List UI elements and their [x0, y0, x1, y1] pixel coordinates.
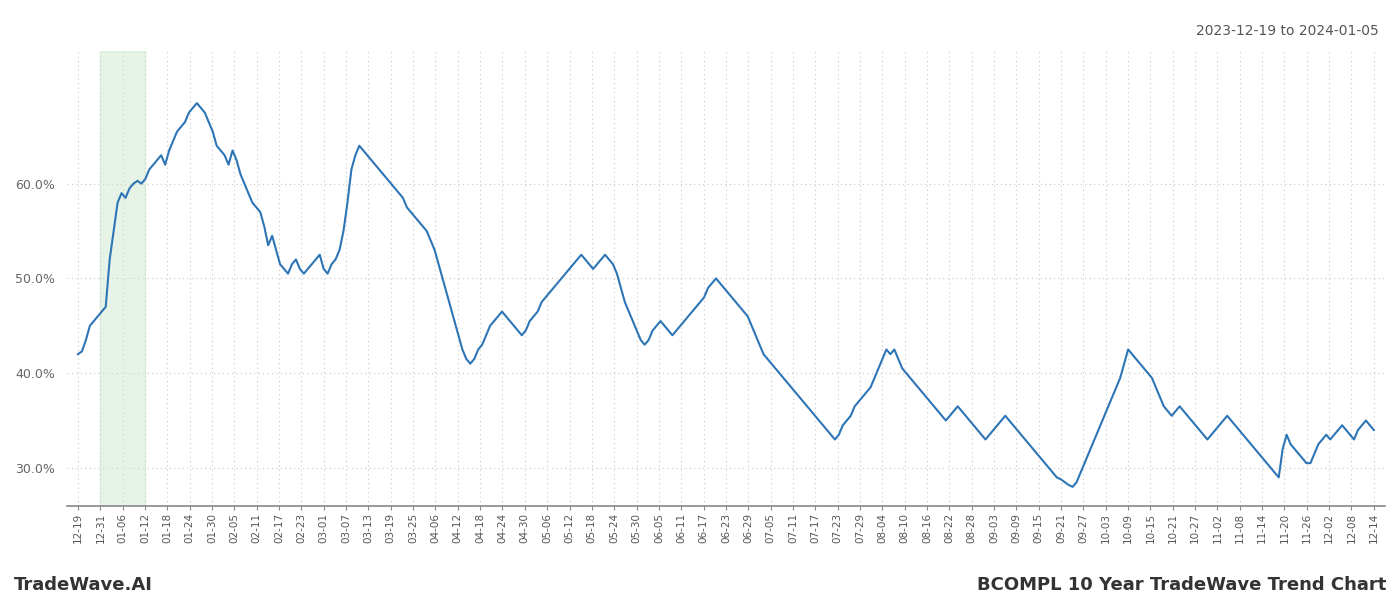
Text: BCOMPL 10 Year TradeWave Trend Chart: BCOMPL 10 Year TradeWave Trend Chart [977, 576, 1386, 594]
Bar [101, 51, 146, 506]
Text: TradeWave.AI: TradeWave.AI [14, 576, 153, 594]
Text: 2023-12-19 to 2024-01-05: 2023-12-19 to 2024-01-05 [1196, 24, 1379, 38]
